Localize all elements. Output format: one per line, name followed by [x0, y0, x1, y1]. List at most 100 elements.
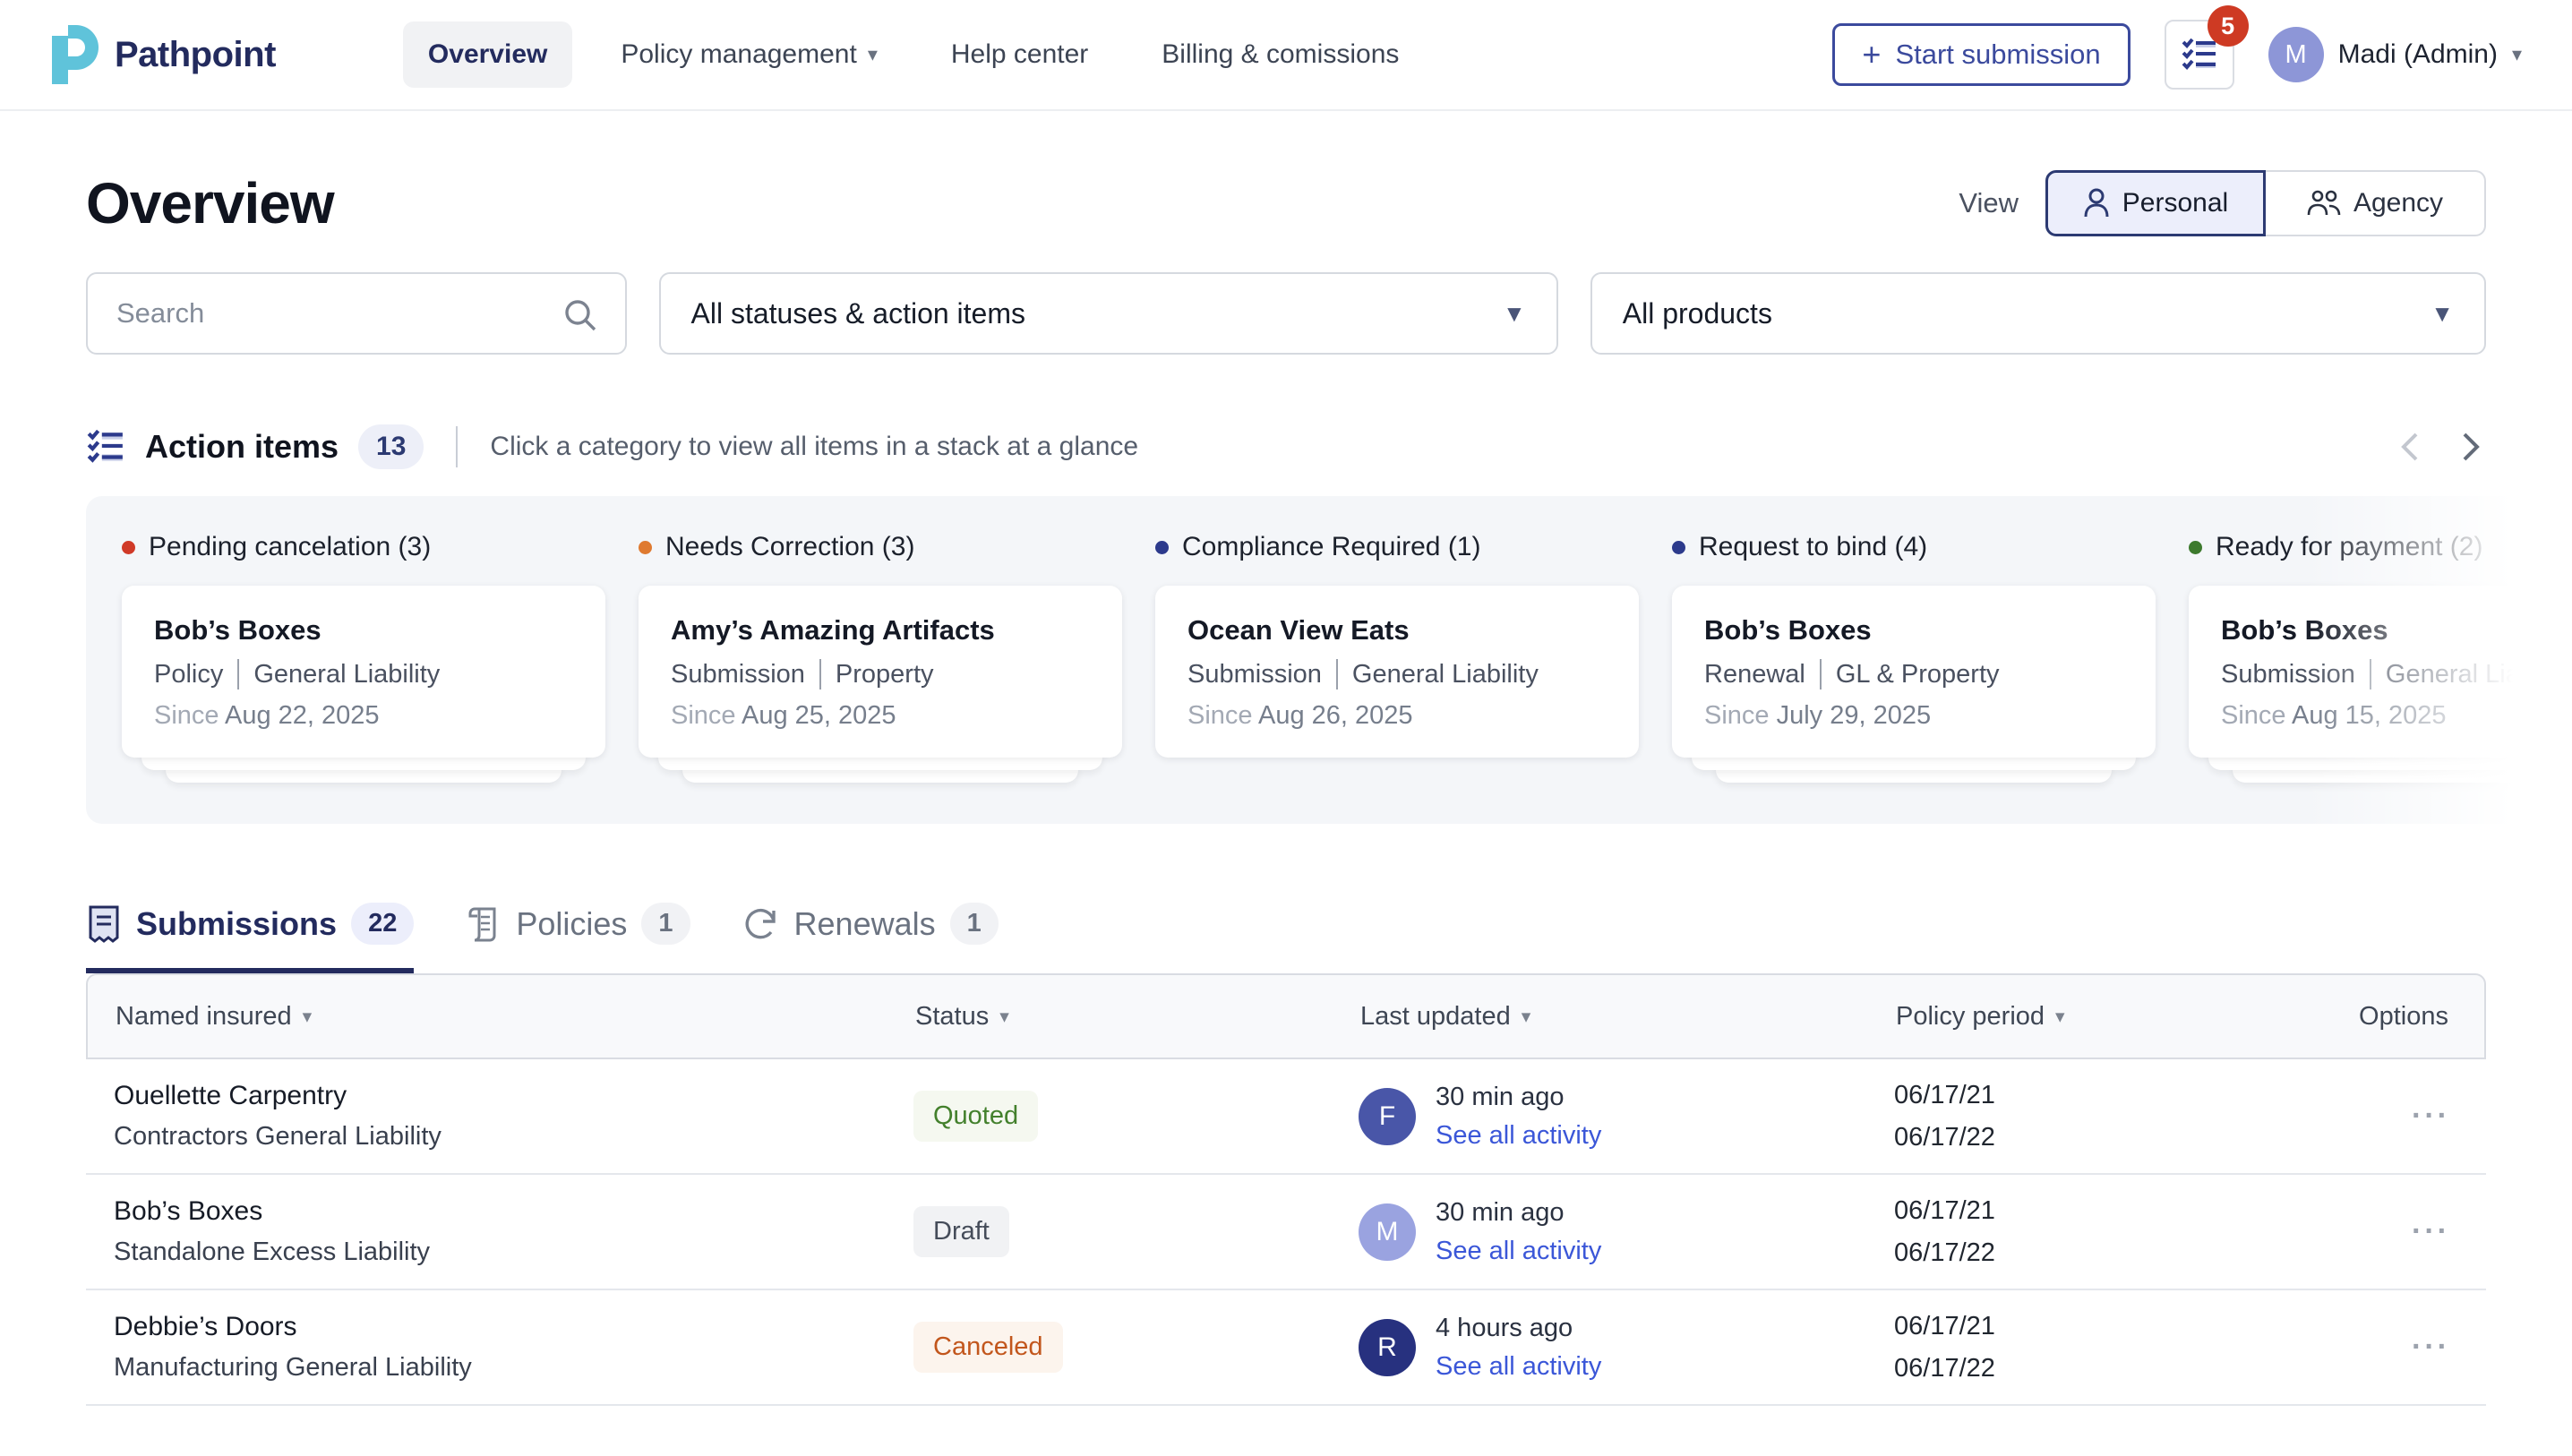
action-card[interactable]: Bob’s Boxes SubmissionGeneral Liability … — [2189, 586, 2572, 758]
column-last-updated[interactable]: Last updated▾ — [1360, 1002, 1896, 1032]
status-badge: Quoted — [913, 1091, 1038, 1142]
see-all-activity-link[interactable]: See all activity — [1436, 1121, 1601, 1151]
avatar: M — [2268, 27, 2324, 82]
sort-caret-icon: ▾ — [303, 1006, 313, 1028]
chevron-down-icon: ▾ — [868, 43, 878, 66]
search-icon — [562, 297, 598, 333]
updated-time: 30 min ago — [1436, 1083, 1601, 1112]
see-all-activity-link[interactable]: See all activity — [1436, 1352, 1601, 1382]
checklist-icon — [86, 427, 125, 467]
category-needs-correction: Needs Correction (3) Amy’s Amazing Artif… — [639, 532, 1122, 783]
chevron-down-icon: ▾ — [2512, 43, 2522, 66]
view-personal-button[interactable]: Personal — [2045, 170, 2266, 236]
submission-form-icon — [86, 904, 122, 944]
tab-count-badge: 22 — [351, 903, 414, 945]
user-name: Madi (Admin) — [2338, 39, 2498, 70]
column-policy-period[interactable]: Policy period▾ — [1896, 1002, 2291, 1032]
nav-items: Overview Policy management ▾ Help center… — [403, 21, 1424, 88]
plus-icon: + — [1862, 39, 1881, 71]
tab-policies[interactable]: Policies 1 — [466, 903, 690, 973]
top-navbar: Pathpoint Overview Policy management ▾ H… — [0, 0, 2572, 111]
table-header: Named insured▾ Status▾ Last updated▾ Pol… — [86, 973, 2486, 1059]
tab-count-badge: 1 — [950, 903, 999, 945]
tab-count-badge: 1 — [641, 903, 690, 945]
action-card[interactable]: Bob’s Boxes PolicyGeneral Liability Sinc… — [122, 586, 605, 758]
nav-item-billing-comissions[interactable]: Billing & comissions — [1136, 21, 1424, 88]
filters-row: All statuses & action items ▼ All produc… — [0, 272, 2572, 355]
view-agency-button[interactable]: Agency — [2266, 170, 2486, 236]
submissions-table: Named insured▾ Status▾ Last updated▾ Pol… — [86, 973, 2486, 1406]
row-options-button[interactable]: ··· — [2289, 1099, 2486, 1134]
nav-item-policy-management[interactable]: Policy management ▾ — [596, 21, 903, 88]
updated-time: 30 min ago — [1436, 1198, 1601, 1228]
product-name: Manufacturing General Liability — [114, 1353, 913, 1383]
divider — [456, 426, 458, 467]
divider — [819, 659, 821, 689]
policy-start-date: 06/17/21 — [1894, 1081, 2289, 1110]
updated-time: 4 hours ago — [1436, 1314, 1601, 1343]
start-submission-button[interactable]: + Start submission — [1832, 23, 2130, 86]
view-toggle-group: View Personal — [1959, 170, 2486, 236]
people-icon — [2307, 189, 2341, 218]
person-icon — [2083, 188, 2110, 218]
search-box — [86, 272, 627, 355]
brand-name: Pathpoint — [115, 35, 276, 75]
table-row[interactable]: Ouellette Carpentry Contractors General … — [86, 1059, 2486, 1175]
product-name: Standalone Excess Liability — [114, 1238, 913, 1267]
divider — [237, 659, 239, 689]
nav-item-overview[interactable]: Overview — [403, 21, 572, 88]
avatar: F — [1359, 1088, 1416, 1145]
divider — [1820, 659, 1822, 689]
nav-right: + Start submission 5 M Madi (Admin) ▾ — [1832, 20, 2522, 90]
column-named-insured[interactable]: Named insured▾ — [88, 1002, 915, 1032]
row-options-button[interactable]: ··· — [2289, 1214, 2486, 1249]
policy-start-date: 06/17/21 — [1894, 1196, 2289, 1226]
status-filter-select[interactable]: All statuses & action items ▼ — [659, 272, 1558, 355]
action-items-hint: Click a category to view all items in a … — [490, 432, 1138, 462]
avatar: M — [1359, 1203, 1416, 1261]
column-status[interactable]: Status▾ — [915, 1002, 1360, 1032]
action-items-tray-button[interactable]: 5 — [2165, 20, 2234, 90]
category-request-to-bind: Request to bind (4) Bob’s Boxes RenewalG… — [1672, 532, 2156, 783]
dropdown-caret-icon: ▼ — [1503, 300, 1526, 328]
pathpoint-logo-icon — [50, 25, 99, 84]
product-name: Contractors General Liability — [114, 1122, 913, 1152]
products-filter-select[interactable]: All products ▼ — [1590, 272, 2486, 355]
tab-renewals[interactable]: Renewals 1 — [742, 903, 999, 973]
category-ready-for-payment: Ready for payment (2) Bob’s Boxes Submis… — [2189, 532, 2572, 783]
policy-end-date: 06/17/22 — [1894, 1238, 2289, 1268]
category-pending-cancelation: Pending cancelation (3) Bob’s Boxes Poli… — [122, 532, 605, 783]
action-items-title: Action items — [145, 428, 339, 466]
renewal-refresh-icon — [742, 905, 780, 943]
user-menu[interactable]: M Madi (Admin) ▾ — [2268, 27, 2522, 82]
view-label: View — [1959, 187, 2019, 219]
status-badge: Draft — [913, 1206, 1009, 1257]
status-dot — [1155, 541, 1169, 554]
action-card[interactable]: Amy’s Amazing Artifacts SubmissionProper… — [639, 586, 1122, 758]
list-tabs: Submissions 22 Policies 1 Renewals — [0, 903, 2572, 973]
chevron-left-icon[interactable] — [2395, 427, 2425, 467]
policy-end-date: 06/17/22 — [1894, 1354, 2289, 1383]
action-card[interactable]: Bob’s Boxes RenewalGL & Property Since J… — [1672, 586, 2156, 758]
action-card[interactable]: Ocean View Eats SubmissionGeneral Liabil… — [1155, 586, 1639, 758]
status-badge: Canceled — [913, 1322, 1063, 1373]
pathpoint-logo[interactable]: Pathpoint — [50, 25, 276, 84]
divider — [1336, 659, 1338, 689]
action-items-header: Action items 13 Click a category to view… — [0, 424, 2572, 469]
nav-item-help-center[interactable]: Help center — [926, 21, 1113, 88]
sort-caret-icon: ▾ — [999, 1006, 1009, 1028]
checklist-icon — [2181, 36, 2218, 73]
see-all-activity-link[interactable]: See all activity — [1436, 1237, 1601, 1266]
tab-submissions[interactable]: Submissions 22 — [86, 903, 414, 973]
table-row[interactable]: Debbie’s Doors Manufacturing General Lia… — [86, 1290, 2486, 1406]
action-items-panel: Pending cancelation (3) Bob’s Boxes Poli… — [86, 496, 2572, 824]
column-options: Options — [2291, 1002, 2484, 1032]
row-options-button[interactable]: ··· — [2289, 1330, 2486, 1365]
divider — [2370, 659, 2371, 689]
insured-name: Bob’s Boxes — [114, 1196, 913, 1227]
policy-end-date: 06/17/22 — [1894, 1123, 2289, 1152]
table-row[interactable]: Bob’s Boxes Standalone Excess Liability … — [86, 1175, 2486, 1290]
status-dot — [1672, 541, 1685, 554]
search-input[interactable] — [88, 297, 625, 330]
chevron-right-icon[interactable] — [2456, 427, 2486, 467]
